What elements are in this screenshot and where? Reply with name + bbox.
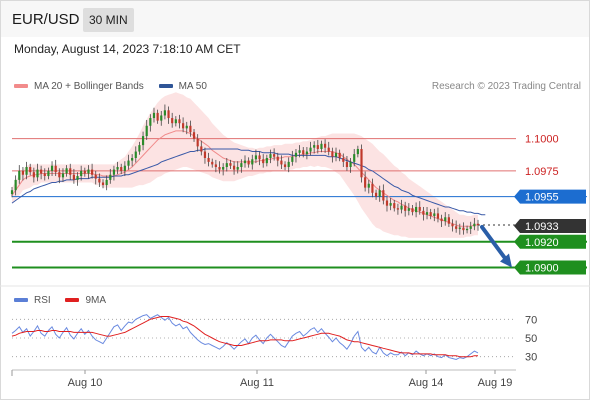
legend-item-9ma: 9MA <box>65 295 106 306</box>
legend-label-ma50: MA 50 <box>178 81 207 92</box>
bollinger-swatch <box>14 84 28 89</box>
credit-text: Research © 2023 Trading Central <box>431 81 581 92</box>
timeframe-button[interactable]: 30 MIN <box>83 8 134 32</box>
rsi-legend: RSI 9MA <box>14 295 118 306</box>
timestamp: Monday, August 14, 2023 7:18:10 AM CET <box>14 42 241 56</box>
legend-item-rsi: RSI <box>14 295 51 306</box>
header-bar: EUR/USD 30 MIN <box>1 1 589 37</box>
price-legend: MA 20 + Bollinger Bands MA 50 <box>14 81 219 92</box>
ma9-swatch <box>65 298 80 303</box>
legend-item-ma50: MA 50 <box>158 81 207 92</box>
ma50-swatch <box>158 84 173 89</box>
legend-item-bollinger: MA 20 + Bollinger Bands <box>14 81 144 92</box>
symbol-title: EUR/USD <box>12 11 80 28</box>
rsi-swatch <box>14 298 28 303</box>
legend-label-rsi: RSI <box>34 295 51 306</box>
legend-label-bollinger: MA 20 + Bollinger Bands <box>34 81 144 92</box>
legend-label-9ma: 9MA <box>85 295 107 306</box>
